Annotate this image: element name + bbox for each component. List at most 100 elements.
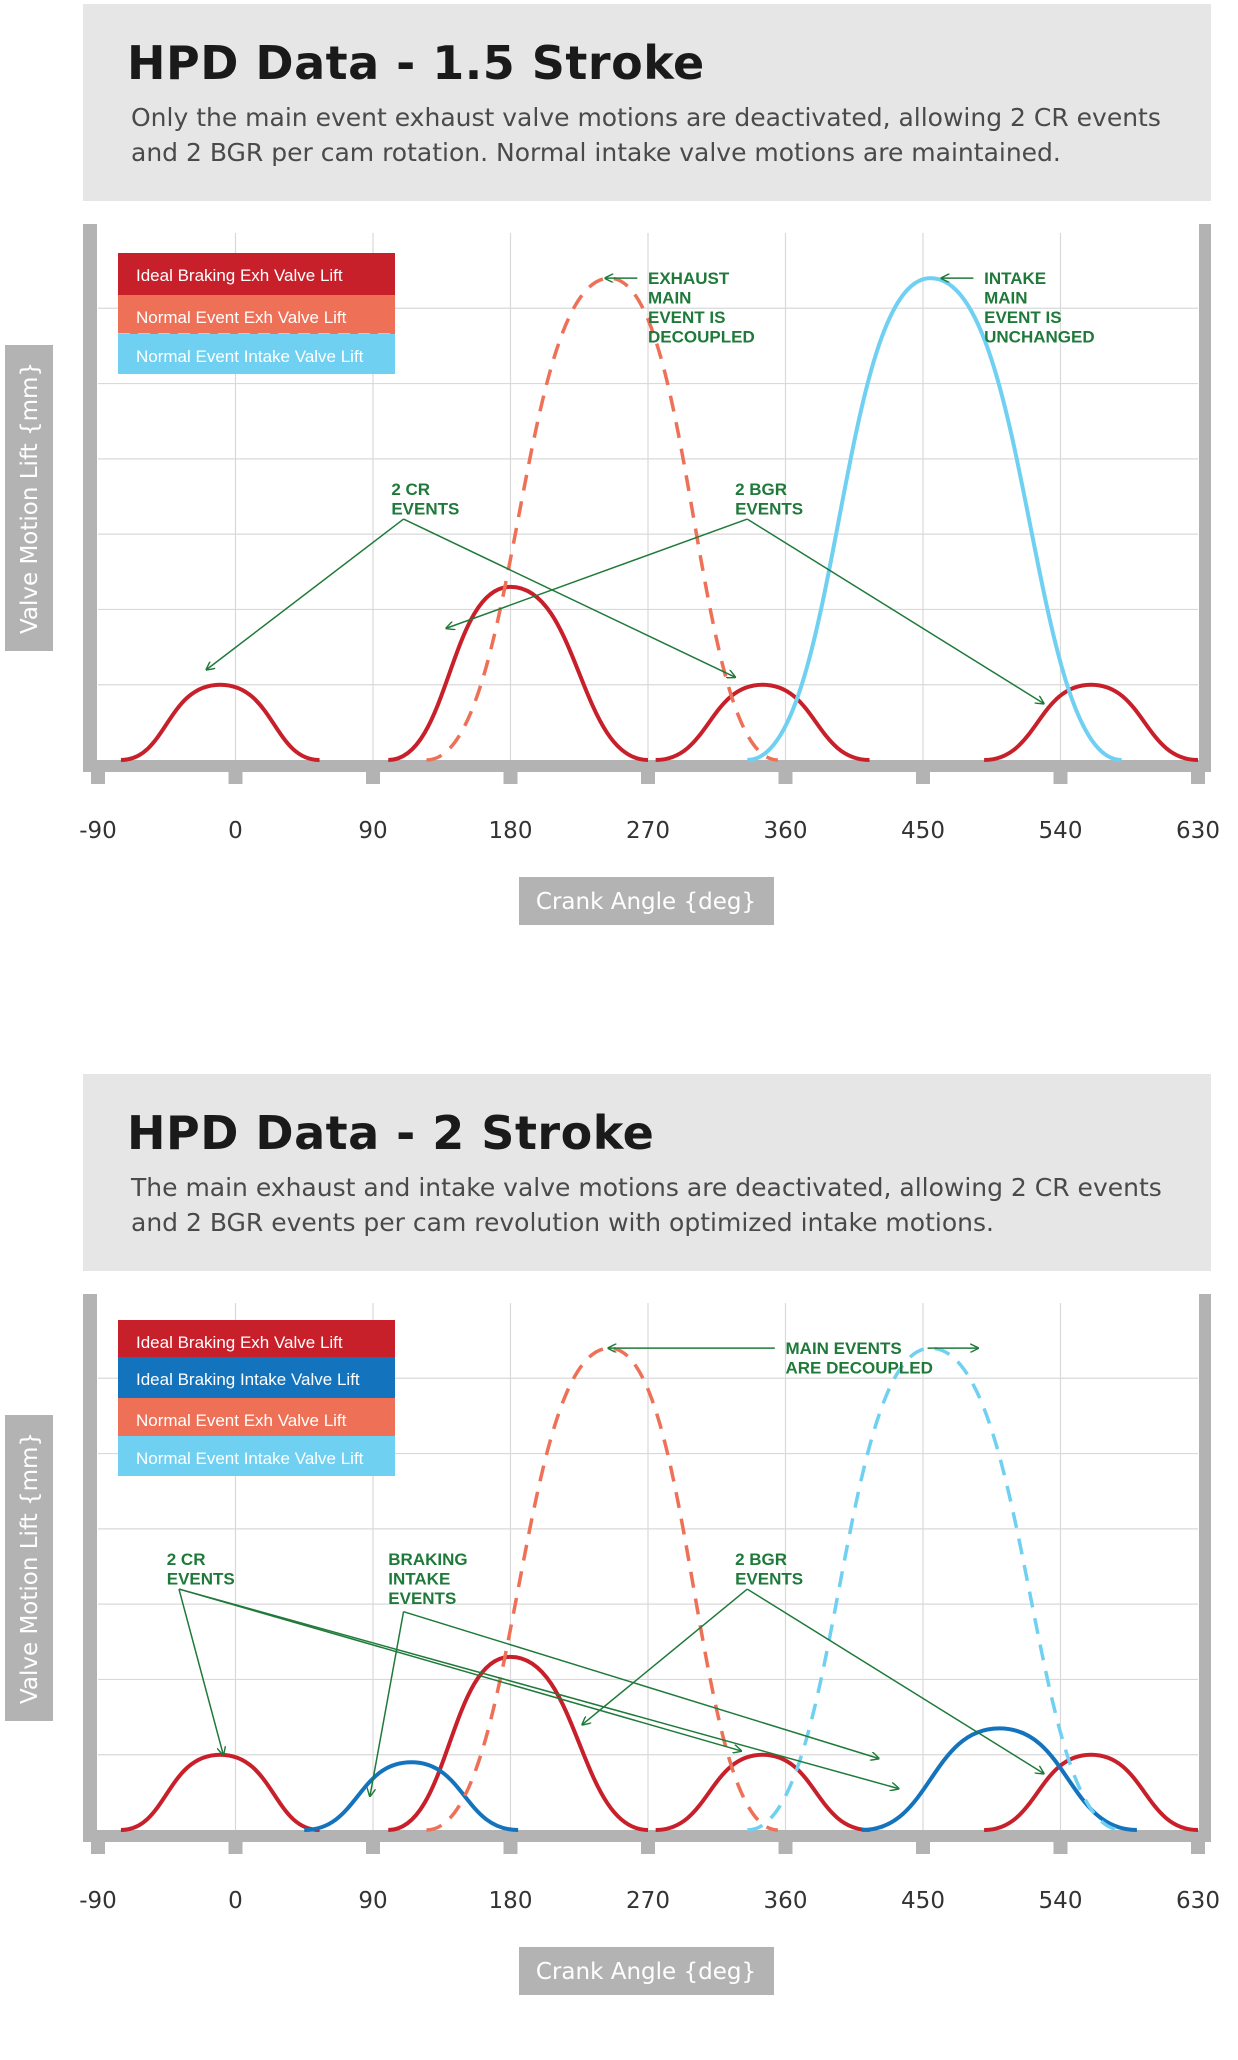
legend-label: Ideal Braking Exh Valve Lift [136, 1333, 343, 1352]
x-tick-label: 540 [1039, 1888, 1083, 1914]
series-line [747, 1346, 1122, 1832]
x-tick-label: 180 [489, 1888, 533, 1914]
x-tick-label: 180 [489, 818, 533, 844]
x-tick-mark [91, 760, 105, 784]
x-tick-label: 630 [1176, 818, 1220, 844]
series-line [120, 1752, 320, 1832]
axes [83, 224, 1211, 784]
chart-header: HPD Data - 2 Stroke The main exhaust and… [83, 1074, 1211, 1271]
series-line [655, 1752, 870, 1832]
x-axis-label: Crank Angle {deg} [536, 889, 756, 915]
x-tick-mark [91, 1830, 105, 1854]
chart-title: HPD Data - 2 Stroke [127, 1106, 655, 1160]
y-axis-title-box [5, 1415, 53, 1721]
annotation-arrow [178, 1588, 899, 1789]
annotation-label: 2 CR EVENTS [391, 480, 459, 519]
x-tick-label: 360 [764, 818, 808, 844]
x-axis-title-box [519, 1947, 774, 1995]
legend-label: Normal Event Intake Valve Lift [136, 1449, 364, 1468]
x-tick-mark [778, 760, 793, 784]
series-line [747, 276, 1122, 762]
annotation-arrow [178, 1588, 223, 1755]
annotation-label: EXHAUST MAIN EVENT IS DECOUPLED [648, 269, 755, 347]
annotation-arrow [403, 518, 736, 677]
x-tick-mark [1053, 1830, 1068, 1854]
x-tick-mark [228, 760, 243, 784]
series-line [861, 1726, 1137, 1832]
x-tick-label: 90 [358, 818, 387, 844]
x-tick-label: 270 [626, 818, 670, 844]
series-line [388, 584, 649, 762]
series-line [655, 682, 870, 762]
x-tick-label: 0 [228, 818, 243, 844]
axes [83, 1294, 1211, 1854]
x-tick-mark [778, 1830, 793, 1854]
legend-swatch [118, 253, 395, 298]
x-tick-label: 450 [901, 818, 945, 844]
annotation-label: 2 BGR EVENTS [735, 480, 803, 519]
annotation-label: 2 BGR EVENTS [735, 1550, 803, 1589]
x-tick-mark [1191, 1830, 1205, 1854]
y-axis-label: Valve Motion Lift {mm} [17, 362, 43, 634]
annotation-arrow [746, 518, 1043, 703]
series-line [984, 682, 1199, 762]
annotation-arrow [178, 1588, 741, 1751]
annotations: EXHAUST MAIN EVENT IS DECOUPLED INTAKE MAIN EV… [206, 269, 1095, 703]
y-axis-title: Valve Motion Lift {mm} [5, 345, 53, 651]
chart-header: HPD Data - 1.5 Stroke Only the main even… [83, 4, 1211, 201]
x-tick-label: 450 [901, 1888, 945, 1914]
x-tick-label: -90 [79, 1888, 117, 1914]
annotation-label: MAIN EVENTS ARE DECOUPLED [786, 1339, 933, 1378]
y-axis-label: Valve Motion Lift {mm} [17, 1432, 43, 1704]
x-axis-title: Crank Angle {deg} [519, 1947, 774, 1995]
x-tick-label: 630 [1176, 1888, 1220, 1914]
x-tick-label: 90 [358, 1888, 387, 1914]
series-line [120, 682, 320, 762]
x-tick-label: 360 [764, 1888, 808, 1914]
annotation-arrow [403, 1610, 879, 1759]
y-axis-right [1199, 224, 1211, 772]
x-tick-mark [366, 1830, 380, 1854]
chart-panel-2-stroke: HPD Data - 2 Stroke The main exhaust and… [0, 1070, 1238, 2060]
legend-swatch [118, 1357, 395, 1402]
annotation-label: INTAKE MAIN EVENT IS UNCHANGED [984, 269, 1095, 347]
legend: Ideal Braking Exh Valve Lift Ideal Brakin… [118, 1320, 395, 1476]
annotation-label: BRAKING INTAKE EVENTS [388, 1550, 467, 1608]
y-axis-right [1199, 1294, 1211, 1842]
annotation-arrow [746, 1588, 1043, 1773]
x-tick-mark [641, 1830, 655, 1854]
series-line [388, 1654, 649, 1832]
x-tick-mark [1053, 760, 1068, 784]
series-line [426, 276, 779, 762]
annotation-arrow [446, 518, 748, 628]
valve-lift-chart-1-5-stroke: -90 0 90 180 270 360 450 540 630 Ideal Braking Ex… [5, 224, 1220, 925]
x-axis-label: Crank Angle {deg} [536, 1959, 756, 1985]
chart-panel-1-5-stroke: HPD Data - 1.5 Stroke Only the main even… [0, 0, 1238, 990]
annotation-arrow [370, 1611, 405, 1796]
legend-label: Ideal Braking Exh Valve Lift [136, 266, 343, 285]
legend-swatch [118, 1436, 395, 1476]
x-tick-label: -90 [79, 818, 117, 844]
x-tick-mark [641, 760, 655, 784]
y-axis-left [83, 224, 97, 772]
x-tick-mark [228, 1830, 243, 1854]
annotation-arrow [206, 518, 405, 670]
x-tick-mark [1191, 760, 1205, 784]
x-tick-mark [916, 1830, 930, 1854]
legend-label: Ideal Braking Intake Valve Lift [136, 1370, 360, 1389]
x-tick-mark [503, 1830, 518, 1854]
series-line [984, 1752, 1199, 1832]
x-tick-mark [503, 760, 518, 784]
series-line [304, 1760, 519, 1832]
y-axis-left [83, 1294, 97, 1842]
x-tick-mark [916, 760, 930, 784]
chart-subtitle: The main exhaust and intake valve motion… [131, 1173, 1162, 1237]
valve-lift-chart-2-stroke: -90 0 90 180 270 360 450 540 630 Ideal Braking Ex… [5, 1294, 1220, 1995]
y-axis-title-box [5, 345, 53, 651]
x-axis-title: Crank Angle {deg} [519, 877, 774, 925]
annotation-label: 2 CR EVENTS [167, 1550, 235, 1589]
legend-swatch [118, 334, 395, 374]
series-group [120, 276, 1199, 762]
y-axis-title: Valve Motion Lift {mm} [5, 1415, 53, 1721]
legend-swatch [118, 1398, 395, 1438]
